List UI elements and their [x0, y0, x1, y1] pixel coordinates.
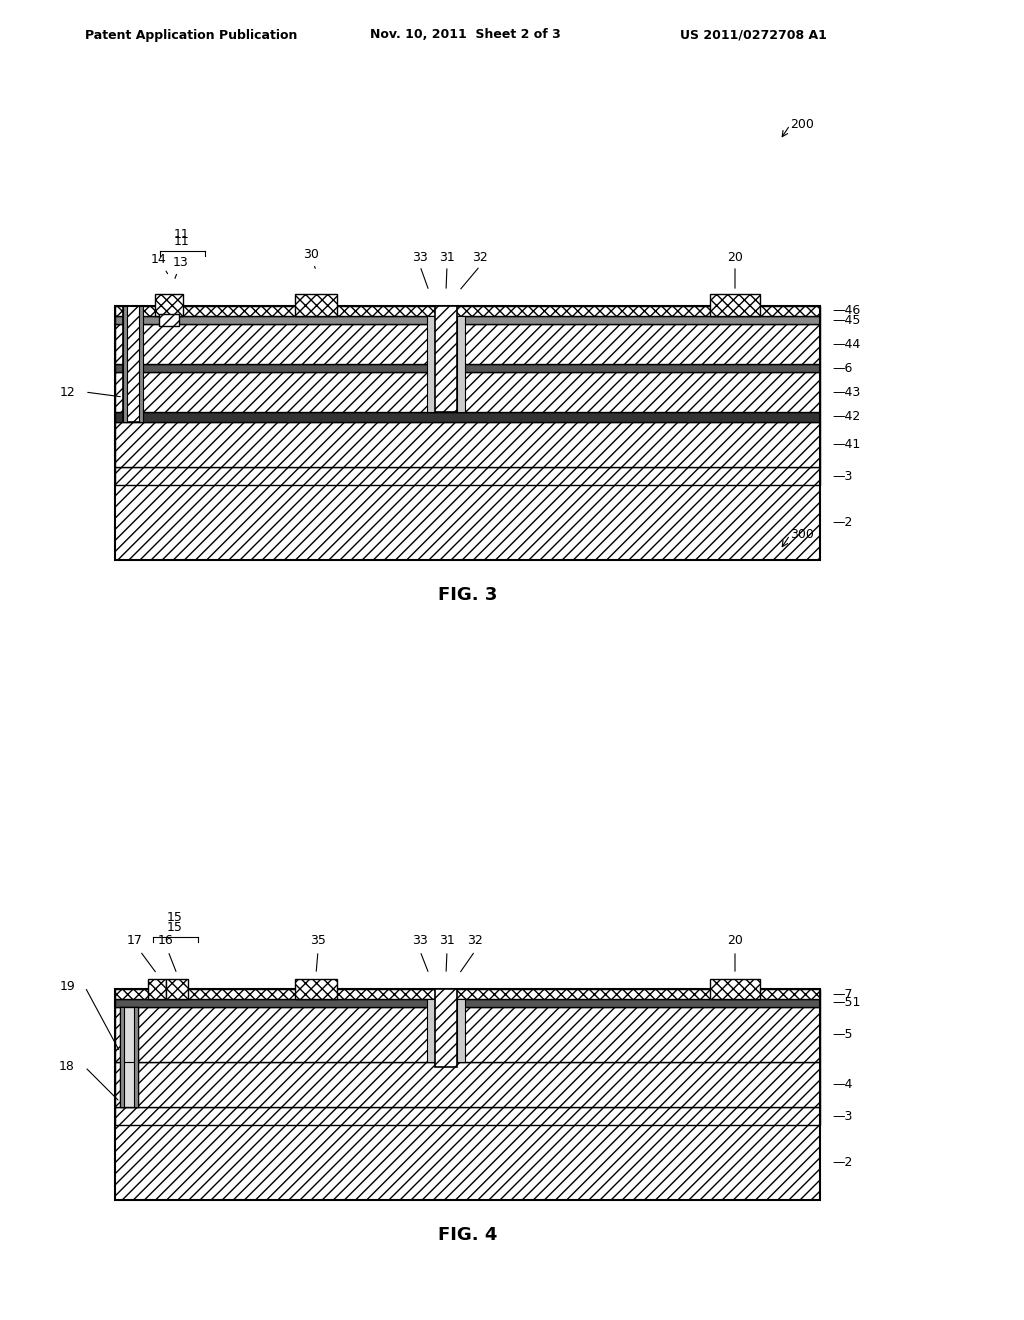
- Bar: [115, 412, 820, 422]
- Text: —4: —4: [831, 1078, 852, 1092]
- Text: 35: 35: [310, 935, 326, 946]
- Bar: [457, 999, 465, 1063]
- Text: —44: —44: [831, 338, 860, 351]
- Text: 31: 31: [439, 251, 455, 264]
- Bar: [148, 979, 166, 999]
- Text: —6: —6: [831, 362, 852, 375]
- Bar: [115, 1007, 820, 1063]
- Bar: [435, 989, 457, 1067]
- Bar: [710, 294, 760, 315]
- Text: —45: —45: [831, 314, 860, 326]
- Bar: [120, 1007, 124, 1107]
- Text: 13: 13: [173, 256, 188, 279]
- Text: 18: 18: [59, 1060, 75, 1073]
- Bar: [115, 484, 820, 560]
- Text: 31: 31: [439, 935, 455, 946]
- Text: 15: 15: [167, 921, 183, 935]
- Bar: [115, 1107, 820, 1125]
- Bar: [134, 1007, 138, 1107]
- Bar: [115, 467, 820, 484]
- Text: —51: —51: [831, 997, 860, 1010]
- Bar: [115, 1125, 820, 1200]
- Bar: [295, 979, 337, 999]
- Text: 14: 14: [152, 253, 168, 273]
- Bar: [115, 323, 820, 364]
- Bar: [115, 306, 820, 560]
- Bar: [435, 306, 457, 412]
- Text: 32: 32: [472, 251, 487, 264]
- Text: —41: —41: [831, 438, 860, 451]
- Text: —5: —5: [831, 1028, 853, 1041]
- Text: —46: —46: [831, 305, 860, 318]
- Bar: [159, 314, 179, 326]
- Text: —2: —2: [831, 516, 852, 529]
- Text: 11: 11: [174, 228, 189, 242]
- Bar: [710, 979, 760, 999]
- Bar: [123, 306, 127, 422]
- Text: 20: 20: [727, 251, 743, 264]
- Bar: [120, 1007, 138, 1107]
- Text: FIG. 3: FIG. 3: [438, 586, 498, 605]
- Bar: [115, 364, 820, 372]
- Bar: [427, 315, 435, 412]
- Bar: [115, 306, 820, 315]
- Text: 12: 12: [59, 385, 75, 399]
- Text: —3: —3: [831, 470, 852, 483]
- Text: 30: 30: [303, 248, 318, 268]
- Text: Patent Application Publication: Patent Application Publication: [85, 29, 297, 41]
- Bar: [295, 294, 337, 315]
- Bar: [115, 989, 820, 999]
- Bar: [166, 979, 188, 999]
- Text: 16: 16: [158, 935, 174, 946]
- Text: Nov. 10, 2011  Sheet 2 of 3: Nov. 10, 2011 Sheet 2 of 3: [370, 29, 561, 41]
- Bar: [115, 315, 820, 323]
- Bar: [139, 306, 143, 422]
- Bar: [115, 989, 820, 1200]
- Text: 17: 17: [127, 935, 143, 946]
- Text: 33: 33: [412, 935, 428, 946]
- Text: —7: —7: [831, 987, 853, 1001]
- Text: 33: 33: [412, 251, 428, 264]
- Bar: [115, 372, 820, 412]
- Text: 15: 15: [167, 911, 183, 924]
- Bar: [115, 422, 820, 467]
- Text: FIG. 4: FIG. 4: [438, 1226, 498, 1243]
- Text: 200: 200: [790, 119, 814, 132]
- Bar: [427, 999, 435, 1063]
- Text: 32: 32: [467, 935, 483, 946]
- Text: —43: —43: [831, 385, 860, 399]
- Text: 11: 11: [174, 235, 189, 248]
- Bar: [115, 1063, 820, 1107]
- Bar: [123, 306, 143, 422]
- Bar: [115, 999, 820, 1007]
- Text: —2: —2: [831, 1156, 852, 1170]
- Bar: [457, 315, 465, 412]
- Text: —42: —42: [831, 411, 860, 424]
- Text: US 2011/0272708 A1: US 2011/0272708 A1: [680, 29, 826, 41]
- Text: 20: 20: [727, 935, 743, 946]
- Text: 300: 300: [790, 528, 814, 541]
- Text: —3: —3: [831, 1110, 852, 1122]
- Text: 19: 19: [59, 981, 75, 994]
- Bar: [155, 294, 183, 315]
